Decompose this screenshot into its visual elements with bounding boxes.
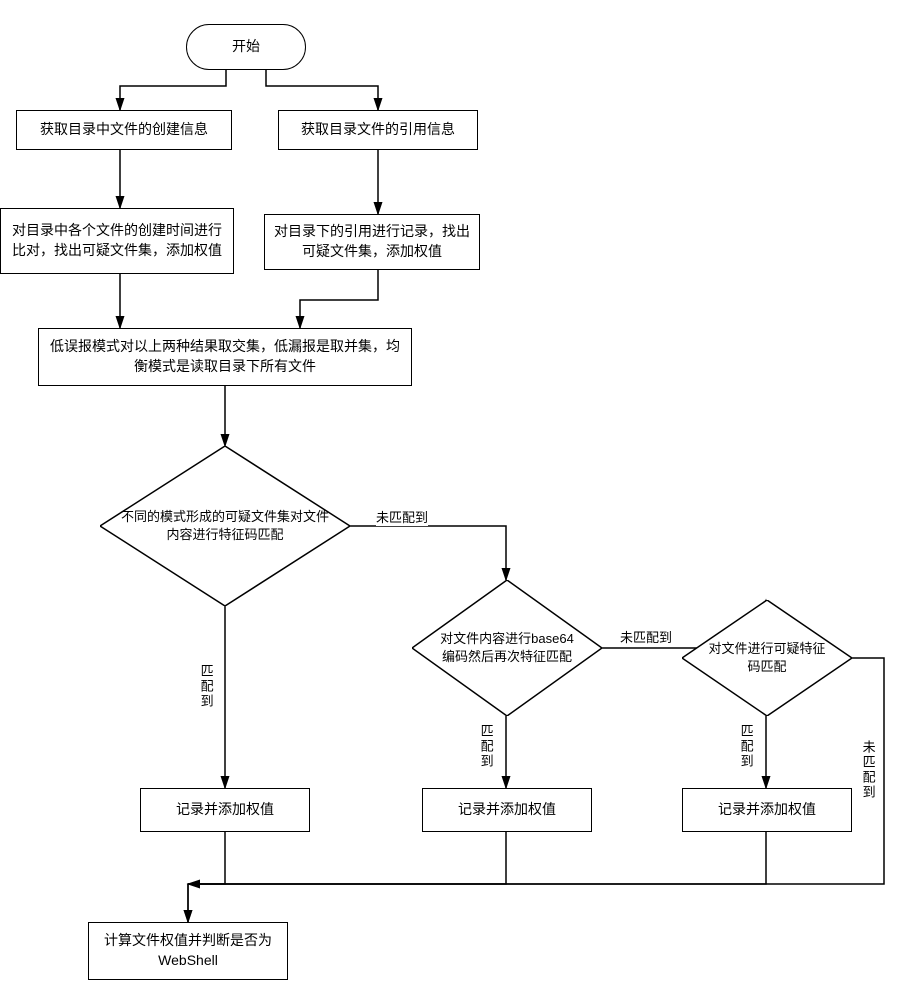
decision-label: 对文件进行可疑特征码匹配 <box>704 640 830 675</box>
node-final-judge: 计算文件权值并判断是否为WebShell <box>88 922 288 980</box>
node-record-weight-1: 记录并添加权值 <box>140 788 310 832</box>
edge-label: 匹配到 <box>738 724 754 769</box>
node-label: 低误报模式对以上两种结果取交集，低漏报是取并集，均衡模式是读取目录下所有文件 <box>47 337 403 376</box>
node-mode-merge: 低误报模式对以上两种结果取交集，低漏报是取并集，均衡模式是读取目录下所有文件 <box>38 328 412 386</box>
edge-label: 匹配到 <box>198 664 214 709</box>
node-label: 获取目录文件的引用信息 <box>301 120 455 140</box>
node-record-weight-3: 记录并添加权值 <box>682 788 852 832</box>
node-label: 获取目录中文件的创建信息 <box>40 120 208 140</box>
decision-base64-match: 对文件内容进行base64编码然后再次特征匹配 <box>412 580 602 716</box>
node-compare-create-time: 对目录中各个文件的创建时间进行比对，找出可疑文件集，添加权值 <box>0 208 234 274</box>
decision-feature-match: 不同的模式形成的可疑文件集对文件内容进行特征码匹配 <box>136 482 314 570</box>
decision-suspicious-match: 对文件进行可疑特征码匹配 <box>682 600 852 716</box>
node-get-ref-info: 获取目录文件的引用信息 <box>278 110 478 150</box>
node-record-weight-2: 记录并添加权值 <box>422 788 592 832</box>
edge-label: 未匹配到 <box>376 510 428 526</box>
node-label: 对目录中各个文件的创建时间进行比对，找出可疑文件集，添加权值 <box>9 221 225 260</box>
node-label: 计算文件权值并判断是否为WebShell <box>97 931 279 970</box>
node-label: 对目录下的引用进行记录，找出可疑文件集，添加权值 <box>273 222 471 261</box>
start-node: 开始 <box>186 24 306 70</box>
node-label: 记录并添加权值 <box>176 800 274 820</box>
decision-label: 对文件内容进行base64编码然后再次特征匹配 <box>436 630 578 665</box>
edge-label: 未匹配到 <box>860 740 876 800</box>
node-record-refs: 对目录下的引用进行记录，找出可疑文件集，添加权值 <box>264 214 480 270</box>
decision-label: 不同的模式形成的可疑文件集对文件内容进行特征码匹配 <box>118 508 332 543</box>
node-label: 记录并添加权值 <box>718 800 816 820</box>
edge-label: 未匹配到 <box>620 630 672 646</box>
edge-label: 匹配到 <box>478 724 494 769</box>
start-label: 开始 <box>232 37 260 57</box>
node-get-create-info: 获取目录中文件的创建信息 <box>16 110 232 150</box>
node-label: 记录并添加权值 <box>458 800 556 820</box>
